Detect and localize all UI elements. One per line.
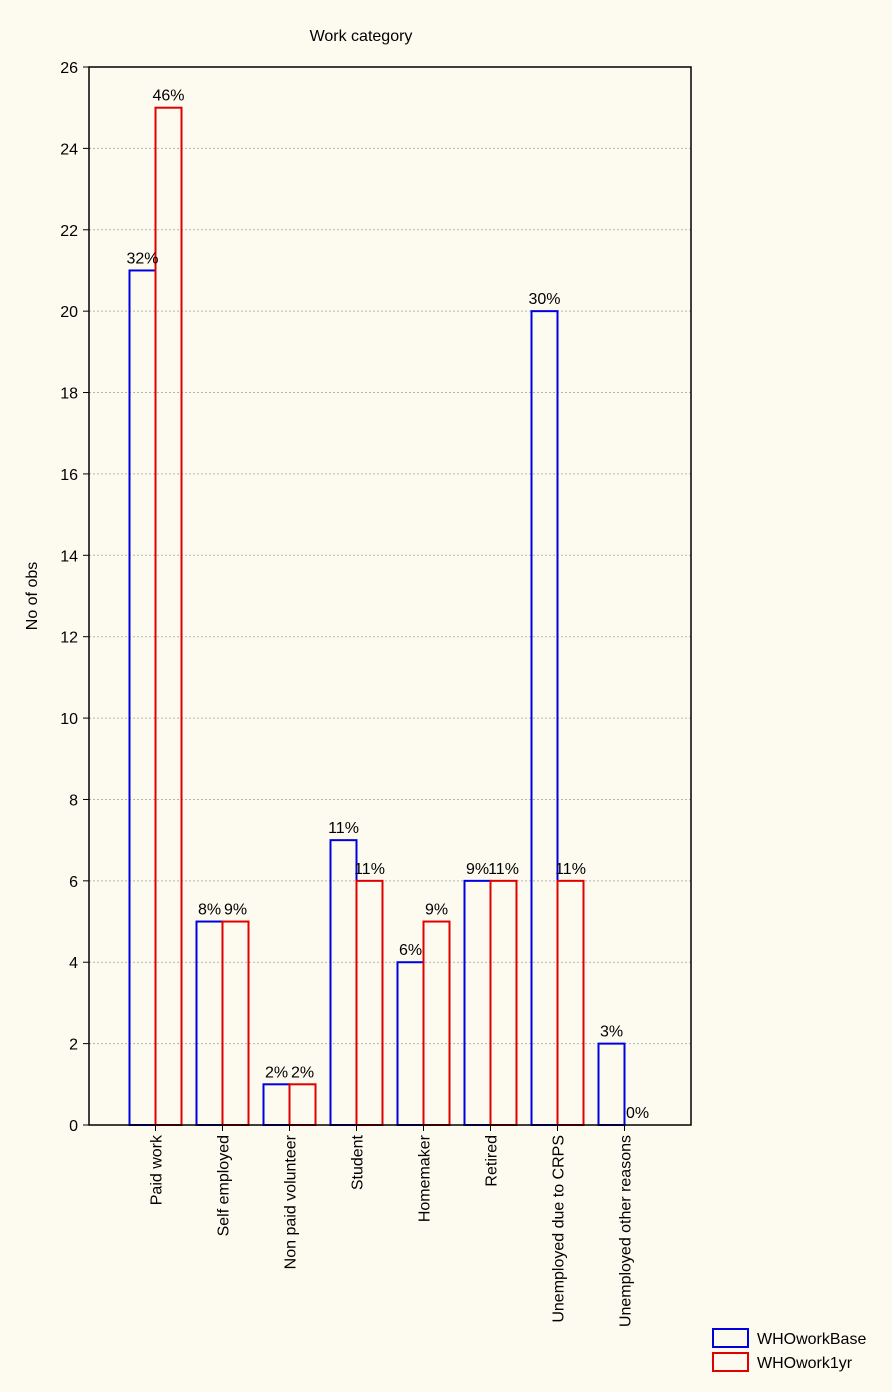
plot-frame [88,66,692,1126]
y-axis-label: No of obs [24,562,41,630]
data-label: 3% [600,1024,623,1041]
x-category-label: Non paid volunteer [283,1134,300,1269]
bar-1yr [154,106,183,1126]
y-tick-label: 8 [69,792,78,809]
x-category-label: Self employed [216,1135,233,1236]
data-label: 11% [488,861,519,878]
data-label: 2% [265,1064,288,1081]
data-label: 6% [399,942,422,959]
legend-label: WHOworkBase [757,1331,866,1348]
y-tick-label: 2 [69,1037,78,1054]
bar-1yr [489,879,518,1126]
x-axis-categories: Paid work Self employed Non paid volunteer… [149,1125,635,1327]
bar-base [597,1042,626,1126]
y-tick-label: 24 [60,141,78,158]
data-label: 32% [126,250,158,267]
bars [128,106,626,1127]
data-label: 9% [466,861,489,878]
bar-1yr [288,1083,317,1127]
chart-title: Work category [310,28,413,45]
x-category-label: Student [350,1134,367,1190]
legend: WHOworkBase WHOwork1yr [712,1328,866,1372]
bar-1yr [355,879,384,1126]
y-tick-label: 20 [60,304,78,321]
bar-base [195,920,224,1126]
y-tick-label: 10 [60,711,78,728]
x-category-label: Unemployed due to CRPS [551,1135,568,1323]
data-label: 2% [291,1064,314,1081]
legend-swatch [712,1352,749,1372]
y-tick-label: 14 [60,548,78,565]
bar-base [329,839,358,1127]
y-tick-label: 4 [69,955,78,972]
bar-base [128,269,157,1126]
x-category-label: Retired [484,1135,501,1187]
legend-swatch [712,1328,749,1348]
data-label: 11% [328,820,359,837]
bar-base [463,879,492,1126]
data-labels: 32%46%8% 9%2% 2%11%11%6%9%9% 11%30%11%3%0% [126,88,649,1122]
data-label: 30% [528,291,560,308]
y-tick-label: 6 [69,874,78,891]
y-tick-label: 12 [60,630,78,647]
data-label: 9% [224,902,247,919]
y-tick-label: 26 [60,60,78,77]
y-tick-label: 16 [60,467,78,484]
legend-label: WHOwork1yr [757,1355,853,1372]
data-label: 11% [354,861,385,878]
grid [89,147,691,1045]
y-tick-label: 0 [69,1118,78,1135]
data-label: 9% [425,902,448,919]
x-category-label: Homemaker [417,1134,434,1222]
y-tick-label: 18 [60,386,78,403]
bar-1yr [422,920,451,1126]
bar-1yr [556,879,585,1126]
data-label: 0% [626,1105,649,1122]
x-category-label: Paid work [149,1134,166,1205]
y-tick-label: 22 [60,223,78,240]
data-label: 46% [152,88,184,105]
data-label: 11% [555,861,586,878]
x-category-label: Unemployed other reasons [618,1135,635,1327]
bar-base [262,1083,291,1127]
data-label: 8% [198,902,221,919]
bar-1yr [221,920,250,1126]
